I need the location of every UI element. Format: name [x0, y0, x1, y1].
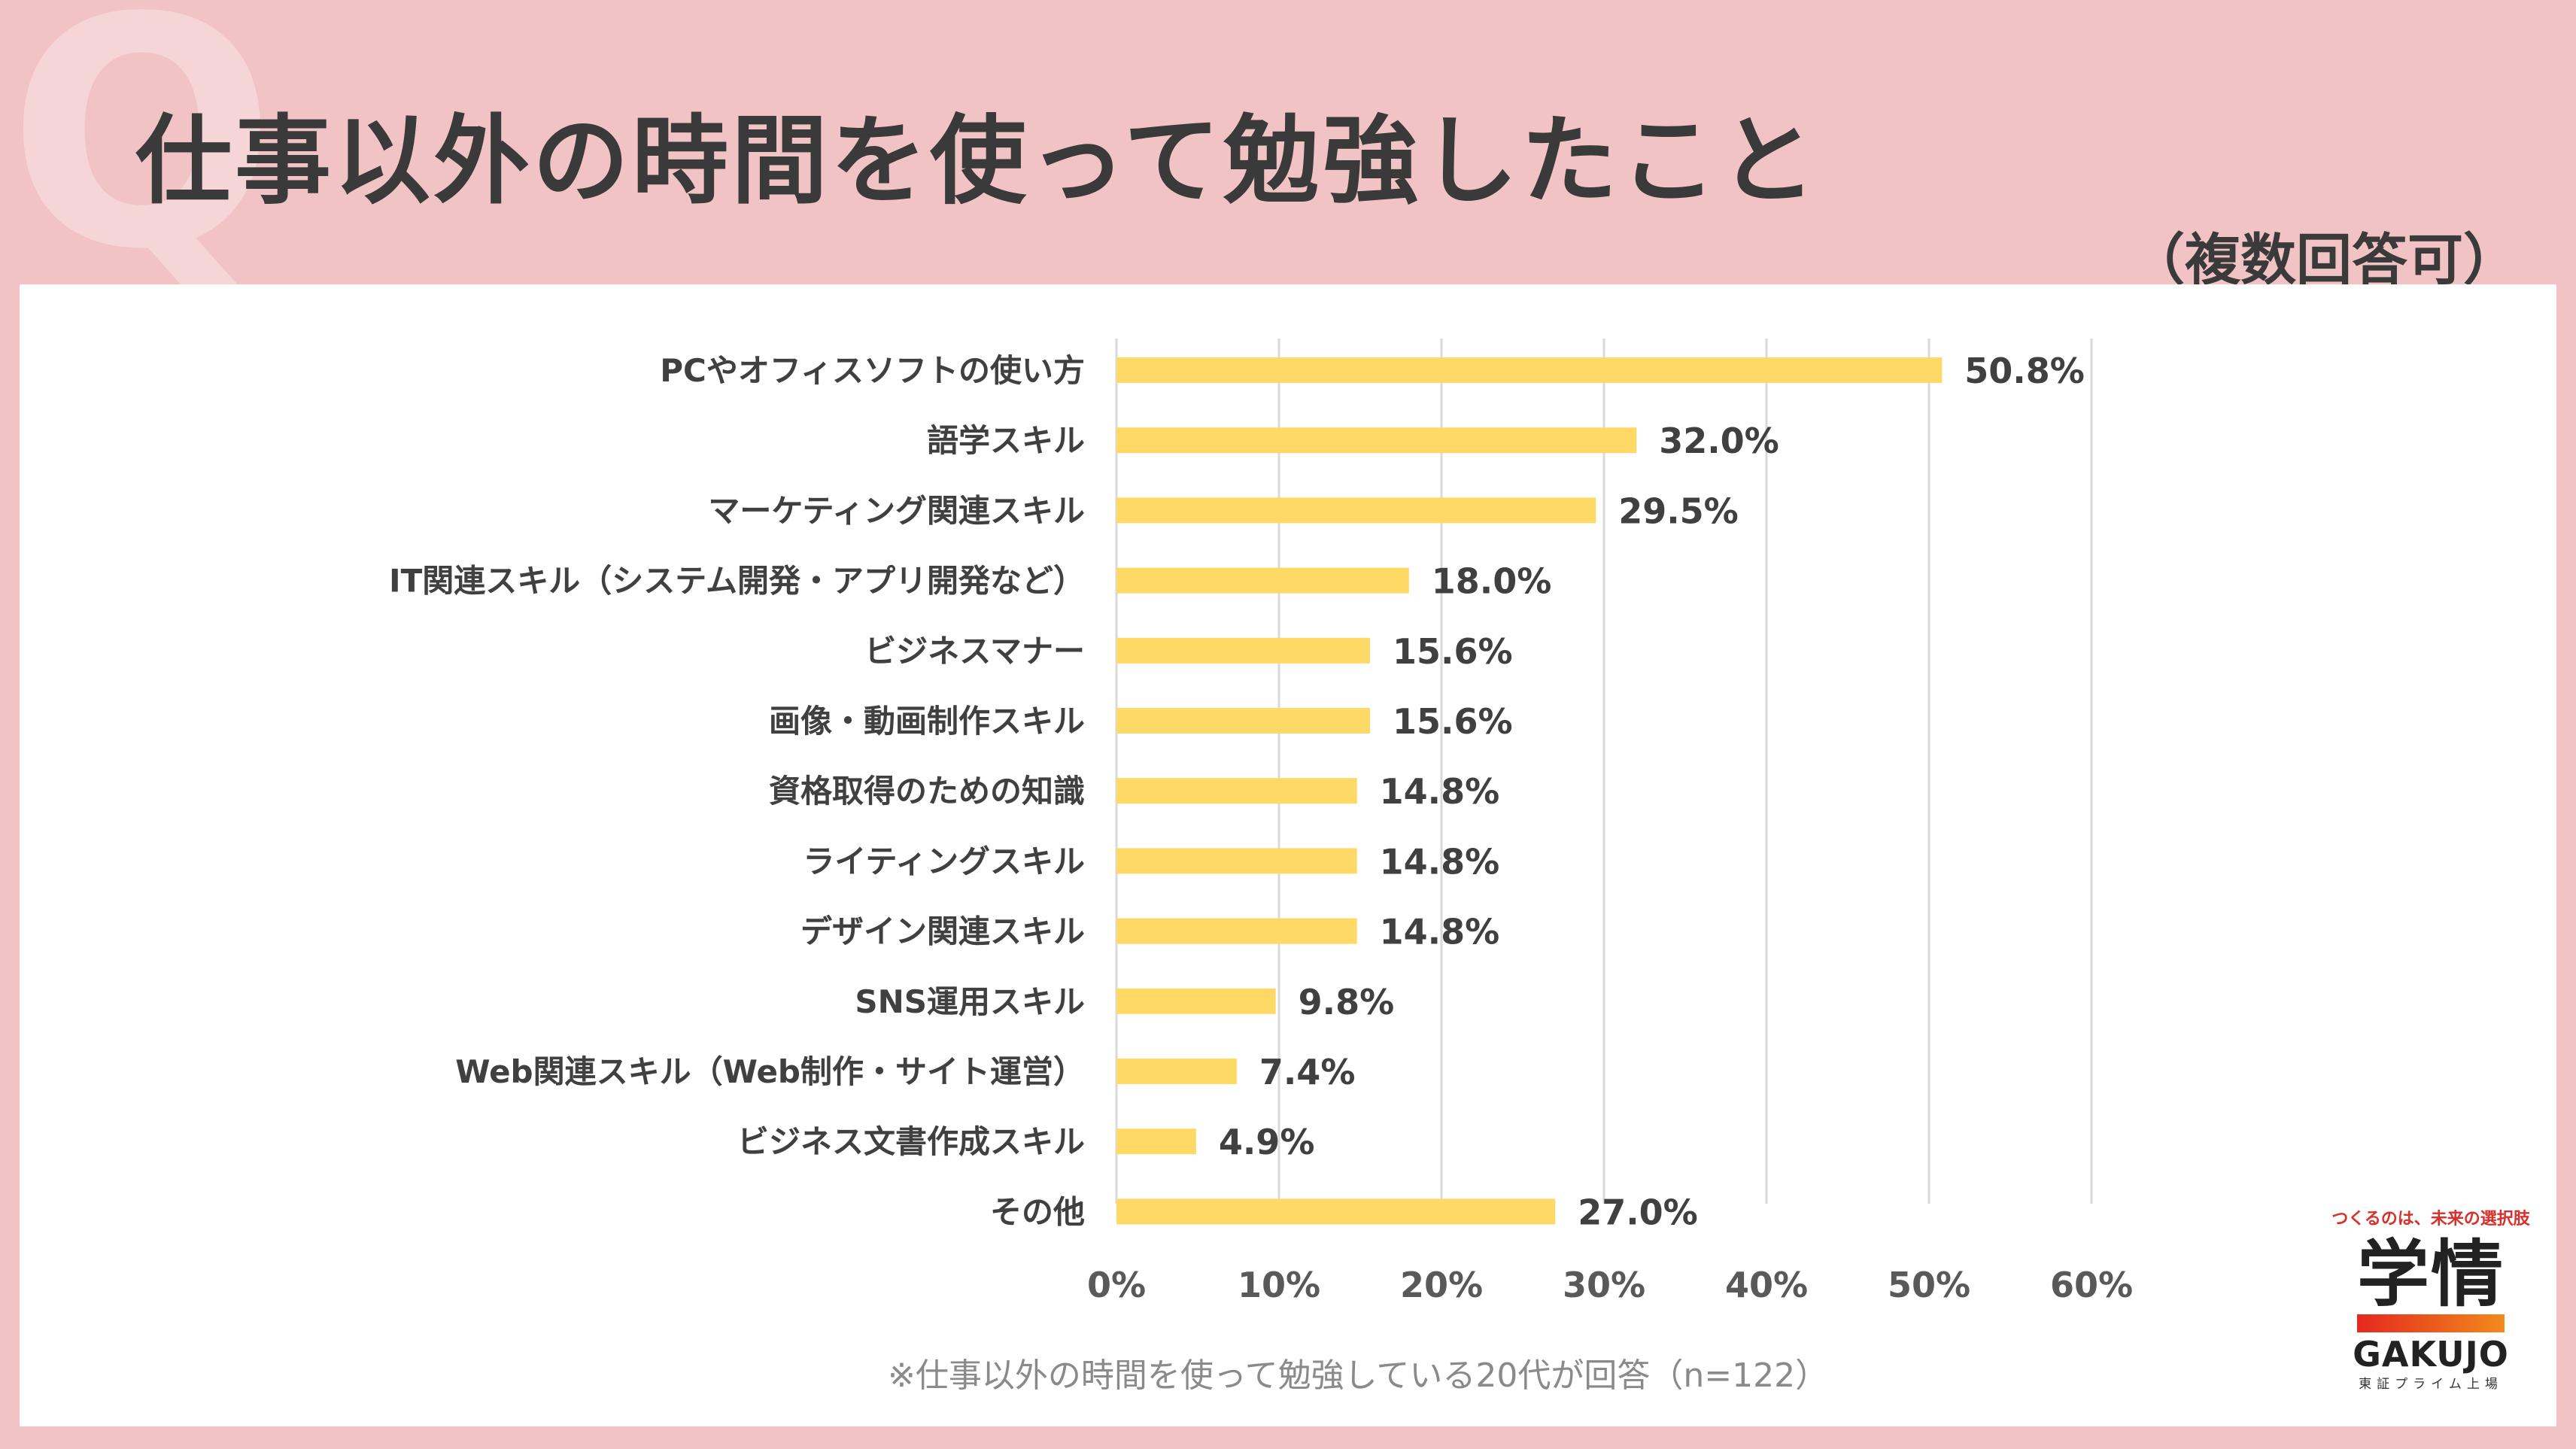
category-label-7: ライティングスキル — [803, 843, 1085, 879]
value-label-0: 50.8% — [1964, 351, 2085, 391]
bar-8 — [1116, 918, 1357, 944]
x-tick-label-40: 40% — [1725, 1265, 1808, 1305]
bar-0 — [1116, 357, 1943, 383]
bar-7 — [1116, 848, 1357, 874]
value-label-3: 18.0% — [1432, 561, 1552, 602]
value-label-4: 15.6% — [1393, 631, 1513, 672]
value-label-7: 14.8% — [1380, 841, 1500, 882]
category-label-2: マーケティング関連スキル — [708, 492, 1085, 529]
category-label-9: SNS運用スキル — [855, 983, 1085, 1020]
x-axis-ticks: 0% 10% 20% 30% 40% 50% 60% — [1087, 1265, 2133, 1305]
footnote: ※仕事以外の時間を使って勉強している20代が回答（n=122） — [888, 1356, 1829, 1395]
value-label-5: 15.6% — [1393, 701, 1513, 742]
x-tick-label-30: 30% — [1563, 1265, 1645, 1305]
category-label-12: その他 — [990, 1193, 1085, 1230]
gakujo-logo: つくるのは、未来の選択肢 学情 GAKUJO 東証プライム上場 — [2329, 1205, 2532, 1408]
value-label-10: 7.4% — [1259, 1052, 1356, 1092]
category-label-10: Web関連スキル（Web制作・サイト運営） — [455, 1053, 1085, 1090]
logo-latin: GAKUJO — [2353, 1333, 2509, 1375]
bar-9 — [1116, 988, 1276, 1014]
value-labels: 50.8% 32.0% 29.5% 18.0% 15.6% 15.6% 14.8% 14.8%… — [1219, 351, 2085, 1232]
category-label-1: 語学スキル — [927, 422, 1085, 459]
value-label-6: 14.8% — [1380, 771, 1500, 812]
category-label-0: PCやオフィスソフトの使い方 — [660, 352, 1085, 389]
page-title: 仕事以外の時間を使って勉強したこと — [135, 105, 1819, 217]
category-label-5: 画像・動画制作スキル — [769, 703, 1085, 740]
value-label-2: 29.5% — [1618, 491, 1739, 531]
bar-6 — [1116, 778, 1357, 804]
chart-panel: PCやオフィスソフトの使い方語学スキルマーケティング関連スキル IT関連スキル（シ… — [20, 284, 2556, 1426]
bar-1 — [1116, 427, 1637, 454]
category-label-11: ビジネス文書作成スキル — [737, 1123, 1085, 1160]
category-label-8: デザイン関連スキル — [800, 913, 1085, 950]
value-label-8: 14.8% — [1380, 912, 1500, 952]
x-tick-label-60: 60% — [2050, 1265, 2133, 1305]
category-label-4: ビジネスマナー — [864, 633, 1085, 670]
bar-5 — [1116, 708, 1370, 734]
x-tick-label-10: 10% — [1238, 1265, 1320, 1305]
bar-10 — [1116, 1059, 1237, 1084]
value-label-9: 9.8% — [1299, 982, 1395, 1022]
bar-4 — [1116, 637, 1370, 664]
value-label-11: 4.9% — [1219, 1122, 1315, 1162]
page-subtitle: （複数回答可） — [2129, 228, 2519, 293]
logo-color-bar — [2357, 1314, 2505, 1332]
logo-market: 東証プライム上場 — [2359, 1377, 2503, 1393]
bar-2 — [1116, 497, 1596, 524]
x-tick-label-0: 0% — [1087, 1265, 1146, 1305]
bar-12 — [1116, 1198, 1556, 1225]
category-label-6: 資格取得のための知識 — [769, 773, 1085, 810]
logo-tagline: つくるのは、未来の選択肢 — [2331, 1210, 2530, 1229]
bar-11 — [1116, 1129, 1196, 1155]
bars — [1116, 357, 1943, 1225]
category-label-3: IT関連スキル（システム開発・アプリ開発など） — [389, 563, 1085, 600]
logo-kanji: 学情 — [2357, 1232, 2505, 1317]
value-label-1: 32.0% — [1659, 421, 1779, 461]
x-tick-label-50: 50% — [1888, 1265, 1970, 1305]
q-watermark: Q — [8, 0, 277, 319]
grid-lines — [1115, 339, 2093, 1204]
value-label-12: 27.0% — [1578, 1192, 1698, 1232]
x-tick-label-20: 20% — [1400, 1265, 1483, 1305]
bar-3 — [1116, 567, 1409, 594]
